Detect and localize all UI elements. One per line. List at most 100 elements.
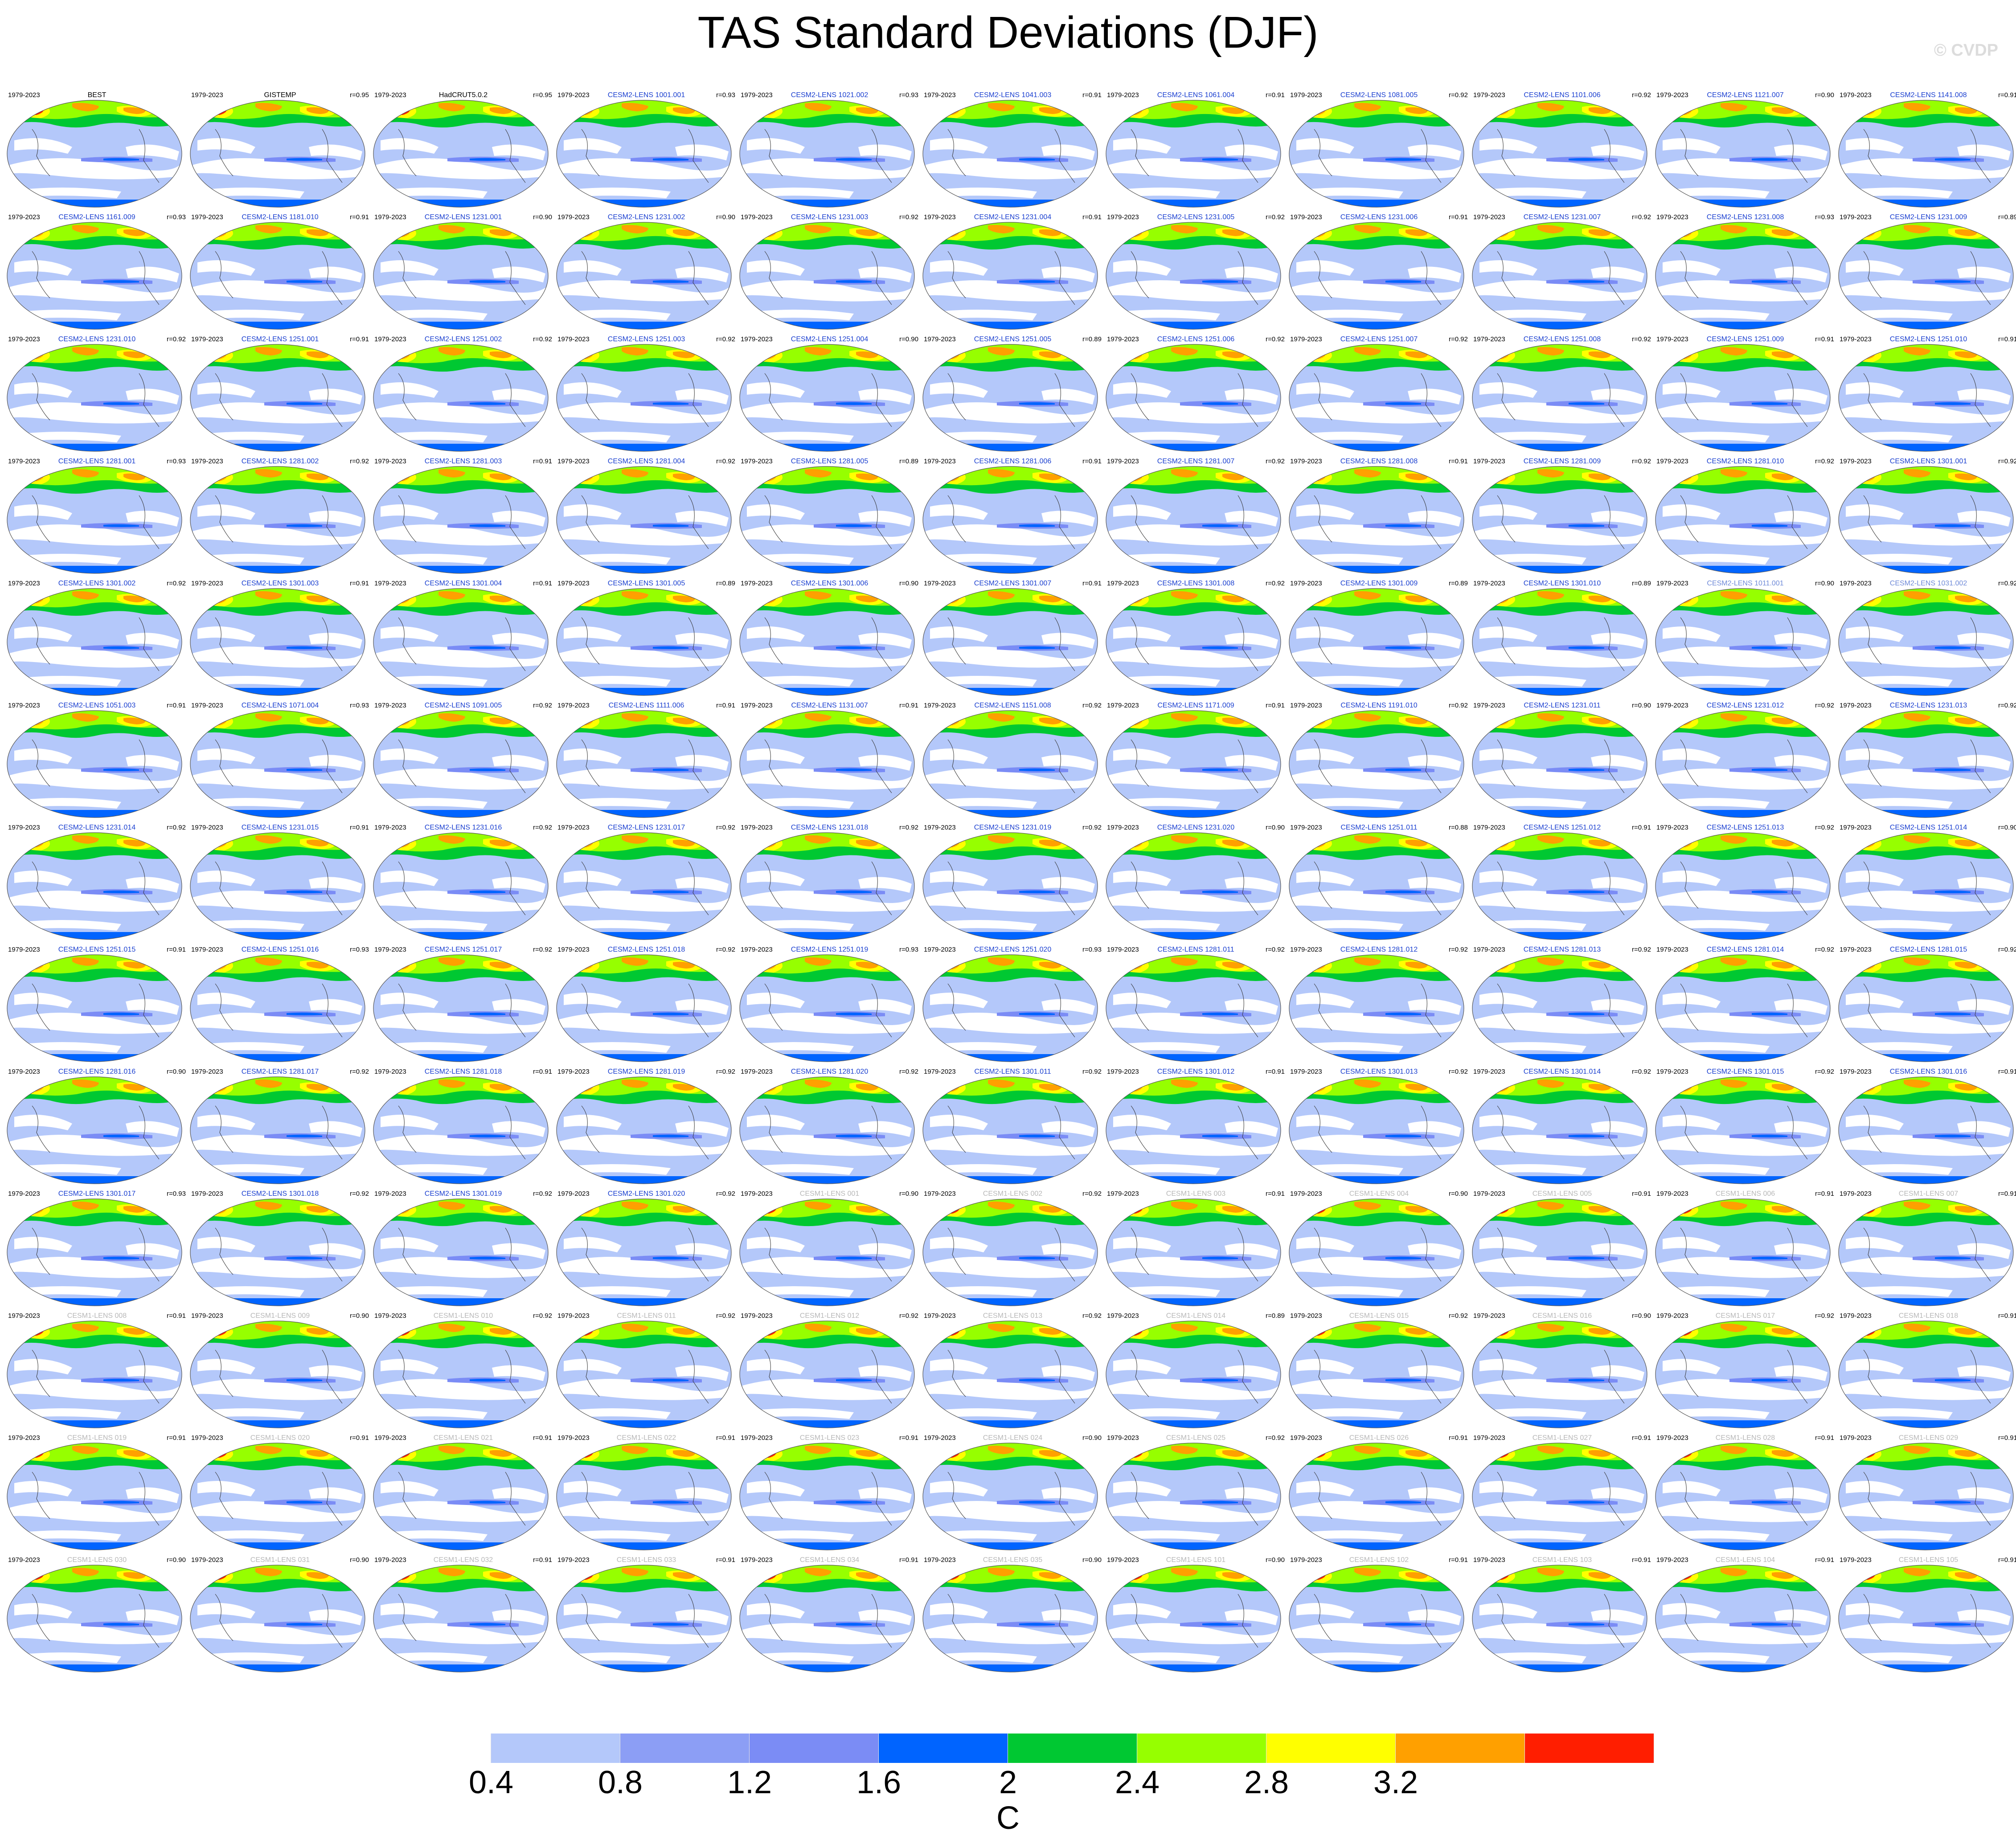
map-panel: 1979-2023 CESM2-LENS 1161.009 r=0.93 [5, 211, 188, 333]
panel-period: 1979-2023 [1290, 1434, 1322, 1442]
panel-period: 1979-2023 [1656, 1556, 1688, 1564]
globe-map [373, 710, 549, 818]
colorbar-box [879, 1734, 1008, 1763]
map-panel: 1979-2023 CESM2-LENS 1301.008 r=0.92 [1104, 577, 1287, 699]
map-panel: 1979-2023 CESM2-LENS 1301.017 r=0.93 [5, 1188, 188, 1310]
panel-title: CESM2-LENS 1301.017 [58, 1190, 136, 1198]
globe-map [1655, 1565, 1831, 1672]
globe-map [373, 466, 549, 574]
panel-period: 1979-2023 [741, 1312, 773, 1320]
panel-correlation: r=0.91 [1998, 1190, 2016, 1198]
panel-title: CESM2-LENS 1131.007 [791, 702, 868, 709]
panel-period: 1979-2023 [8, 335, 40, 343]
map-panel: 1979-2023 CESM2-LENS 1181.010 r=0.91 [188, 211, 372, 333]
panel-correlation: r=0.91 [1449, 1556, 1468, 1564]
panel-title: CESM2-LENS 1231.005 [1157, 213, 1235, 221]
globe-map [1838, 344, 2014, 452]
map-panel: 1979-2023 CESM2-LENS 1231.012 r=0.92 [1654, 699, 1837, 822]
panel-title: CESM1-LENS 012 [799, 1312, 860, 1320]
map-panel: 1979-2023 CESM1-LENS 024 r=0.90 [921, 1432, 1104, 1554]
map-panel: 1979-2023 CESM1-LENS 004 r=0.90 [1287, 1188, 1471, 1310]
panel-correlation: r=0.92 [350, 1068, 369, 1075]
panel-title: CESM2-LENS 1231.018 [791, 824, 869, 831]
panel-title: CESM1-LENS 015 [1349, 1312, 1409, 1320]
panel-period: 1979-2023 [557, 458, 590, 465]
panel-correlation: r=0.92 [1266, 580, 1285, 587]
colorbar-box [1525, 1734, 1654, 1763]
globe-map [1838, 588, 2014, 696]
map-panel-grid: 1979-2023 BEST 1979-2023 GISTEMP r=0.95 1979-… [5, 89, 2016, 1676]
panel-period: 1979-2023 [374, 946, 406, 953]
panel-period: 1979-2023 [1473, 91, 1505, 99]
map-panel: 1979-2023 CESM1-LENS 028 r=0.91 [1654, 1432, 1837, 1554]
globe-map [373, 1321, 549, 1428]
map-panel: 1979-2023 CESM2-LENS 1131.007 r=0.91 [738, 699, 921, 822]
map-panel: 1979-2023 CESM2-LENS 1251.005 r=0.89 [921, 333, 1104, 455]
panel-period: 1979-2023 [557, 1068, 590, 1075]
globe-map [190, 466, 365, 574]
panel-correlation: r=0.89 [1632, 580, 1651, 587]
map-panel: 1979-2023 CESM2-LENS 1231.017 r=0.92 [555, 822, 738, 944]
panel-period: 1979-2023 [1107, 1068, 1139, 1075]
panel-correlation: r=0.90 [350, 1312, 369, 1320]
map-panel: 1979-2023 CESM2-LENS 1301.016 r=0.91 [1837, 1066, 2016, 1188]
panel-period: 1979-2023 [924, 580, 956, 587]
panel-period: 1979-2023 [1473, 824, 1505, 831]
map-panel: 1979-2023 CESM2-LENS 1301.014 r=0.92 [1471, 1066, 1654, 1188]
panel-title: CESM2-LENS 1231.019 [974, 824, 1052, 831]
panel-title: CESM2-LENS 1281.016 [58, 1068, 136, 1075]
panel-period: 1979-2023 [741, 580, 773, 587]
map-panel: 1979-2023 CESM2-LENS 1281.017 r=0.92 [188, 1066, 372, 1188]
globe-map [1472, 1321, 1647, 1428]
panel-period: 1979-2023 [1473, 1312, 1505, 1320]
globe-map [1106, 1321, 1281, 1428]
panel-period: 1979-2023 [191, 824, 223, 831]
panel-correlation: r=0.91 [1082, 213, 1102, 221]
globe-map [1106, 1443, 1281, 1550]
globe-map [1655, 954, 1831, 1062]
map-panel: 1979-2023 CESM1-LENS 011 r=0.92 [555, 1310, 738, 1432]
panel-period: 1979-2023 [741, 702, 773, 709]
map-panel: 1979-2023 CESM2-LENS 1171.009 r=0.91 [1104, 699, 1287, 822]
map-panel: 1979-2023 CESM2-LENS 1251.007 r=0.92 [1287, 333, 1471, 455]
panel-title: CESM1-LENS 025 [1166, 1434, 1226, 1442]
panel-period: 1979-2023 [924, 213, 956, 221]
panel-title: CESM2-LENS 1301.009 [1340, 580, 1418, 587]
panel-correlation: r=0.92 [716, 1068, 735, 1075]
panel-correlation: r=0.92 [1632, 213, 1651, 221]
panel-period: 1979-2023 [1290, 1556, 1322, 1564]
globe-map [922, 222, 1098, 330]
panel-period: 1979-2023 [741, 458, 773, 465]
panel-title: CESM2-LENS 1231.010 [58, 335, 136, 343]
panel-period: 1979-2023 [191, 458, 223, 465]
globe-map [1472, 466, 1647, 574]
map-panel: 1979-2023 CESM2-LENS 1231.019 r=0.92 [921, 822, 1104, 944]
panel-period: 1979-2023 [1290, 335, 1322, 343]
map-panel: 1979-2023 HadCRUT5.0.2 r=0.95 [372, 89, 555, 211]
panel-title: CESM1-LENS 023 [799, 1434, 860, 1442]
globe-map [1838, 1321, 2014, 1428]
panel-title: CESM1-LENS 007 [1898, 1190, 1959, 1198]
map-panel: 1979-2023 CESM2-LENS 1301.018 r=0.92 [188, 1188, 372, 1310]
colorbar-box [750, 1734, 879, 1763]
globe-map [739, 1565, 915, 1672]
map-panel: 1979-2023 CESM1-LENS 030 r=0.90 [5, 1554, 188, 1676]
globe-map [7, 1321, 182, 1428]
colorbar [362, 1734, 1654, 1763]
map-panel: 1979-2023 CESM2-LENS 1251.015 r=0.91 [5, 944, 188, 1066]
map-panel: 1979-2023 CESM2-LENS 1281.008 r=0.91 [1287, 455, 1471, 577]
panel-correlation: r=0.92 [1632, 458, 1651, 465]
map-panel: 1979-2023 CESM2-LENS 1121.007 r=0.90 [1654, 89, 1837, 211]
globe-map [556, 1198, 732, 1306]
panel-period: 1979-2023 [1290, 1068, 1322, 1075]
panel-title: CESM2-LENS 1281.020 [791, 1068, 869, 1075]
globe-map [1289, 1198, 1464, 1306]
panel-period: 1979-2023 [191, 1190, 223, 1198]
panel-period: 1979-2023 [191, 1312, 223, 1320]
panel-period: 1979-2023 [1107, 213, 1139, 221]
panel-period: 1979-2023 [1840, 580, 1872, 587]
map-panel: 1979-2023 CESM2-LENS 1281.019 r=0.92 [555, 1066, 738, 1188]
globe-map [1106, 222, 1281, 330]
map-panel: 1979-2023 CESM1-LENS 009 r=0.90 [188, 1310, 372, 1432]
map-panel: 1979-2023 CESM1-LENS 019 r=0.91 [5, 1432, 188, 1554]
